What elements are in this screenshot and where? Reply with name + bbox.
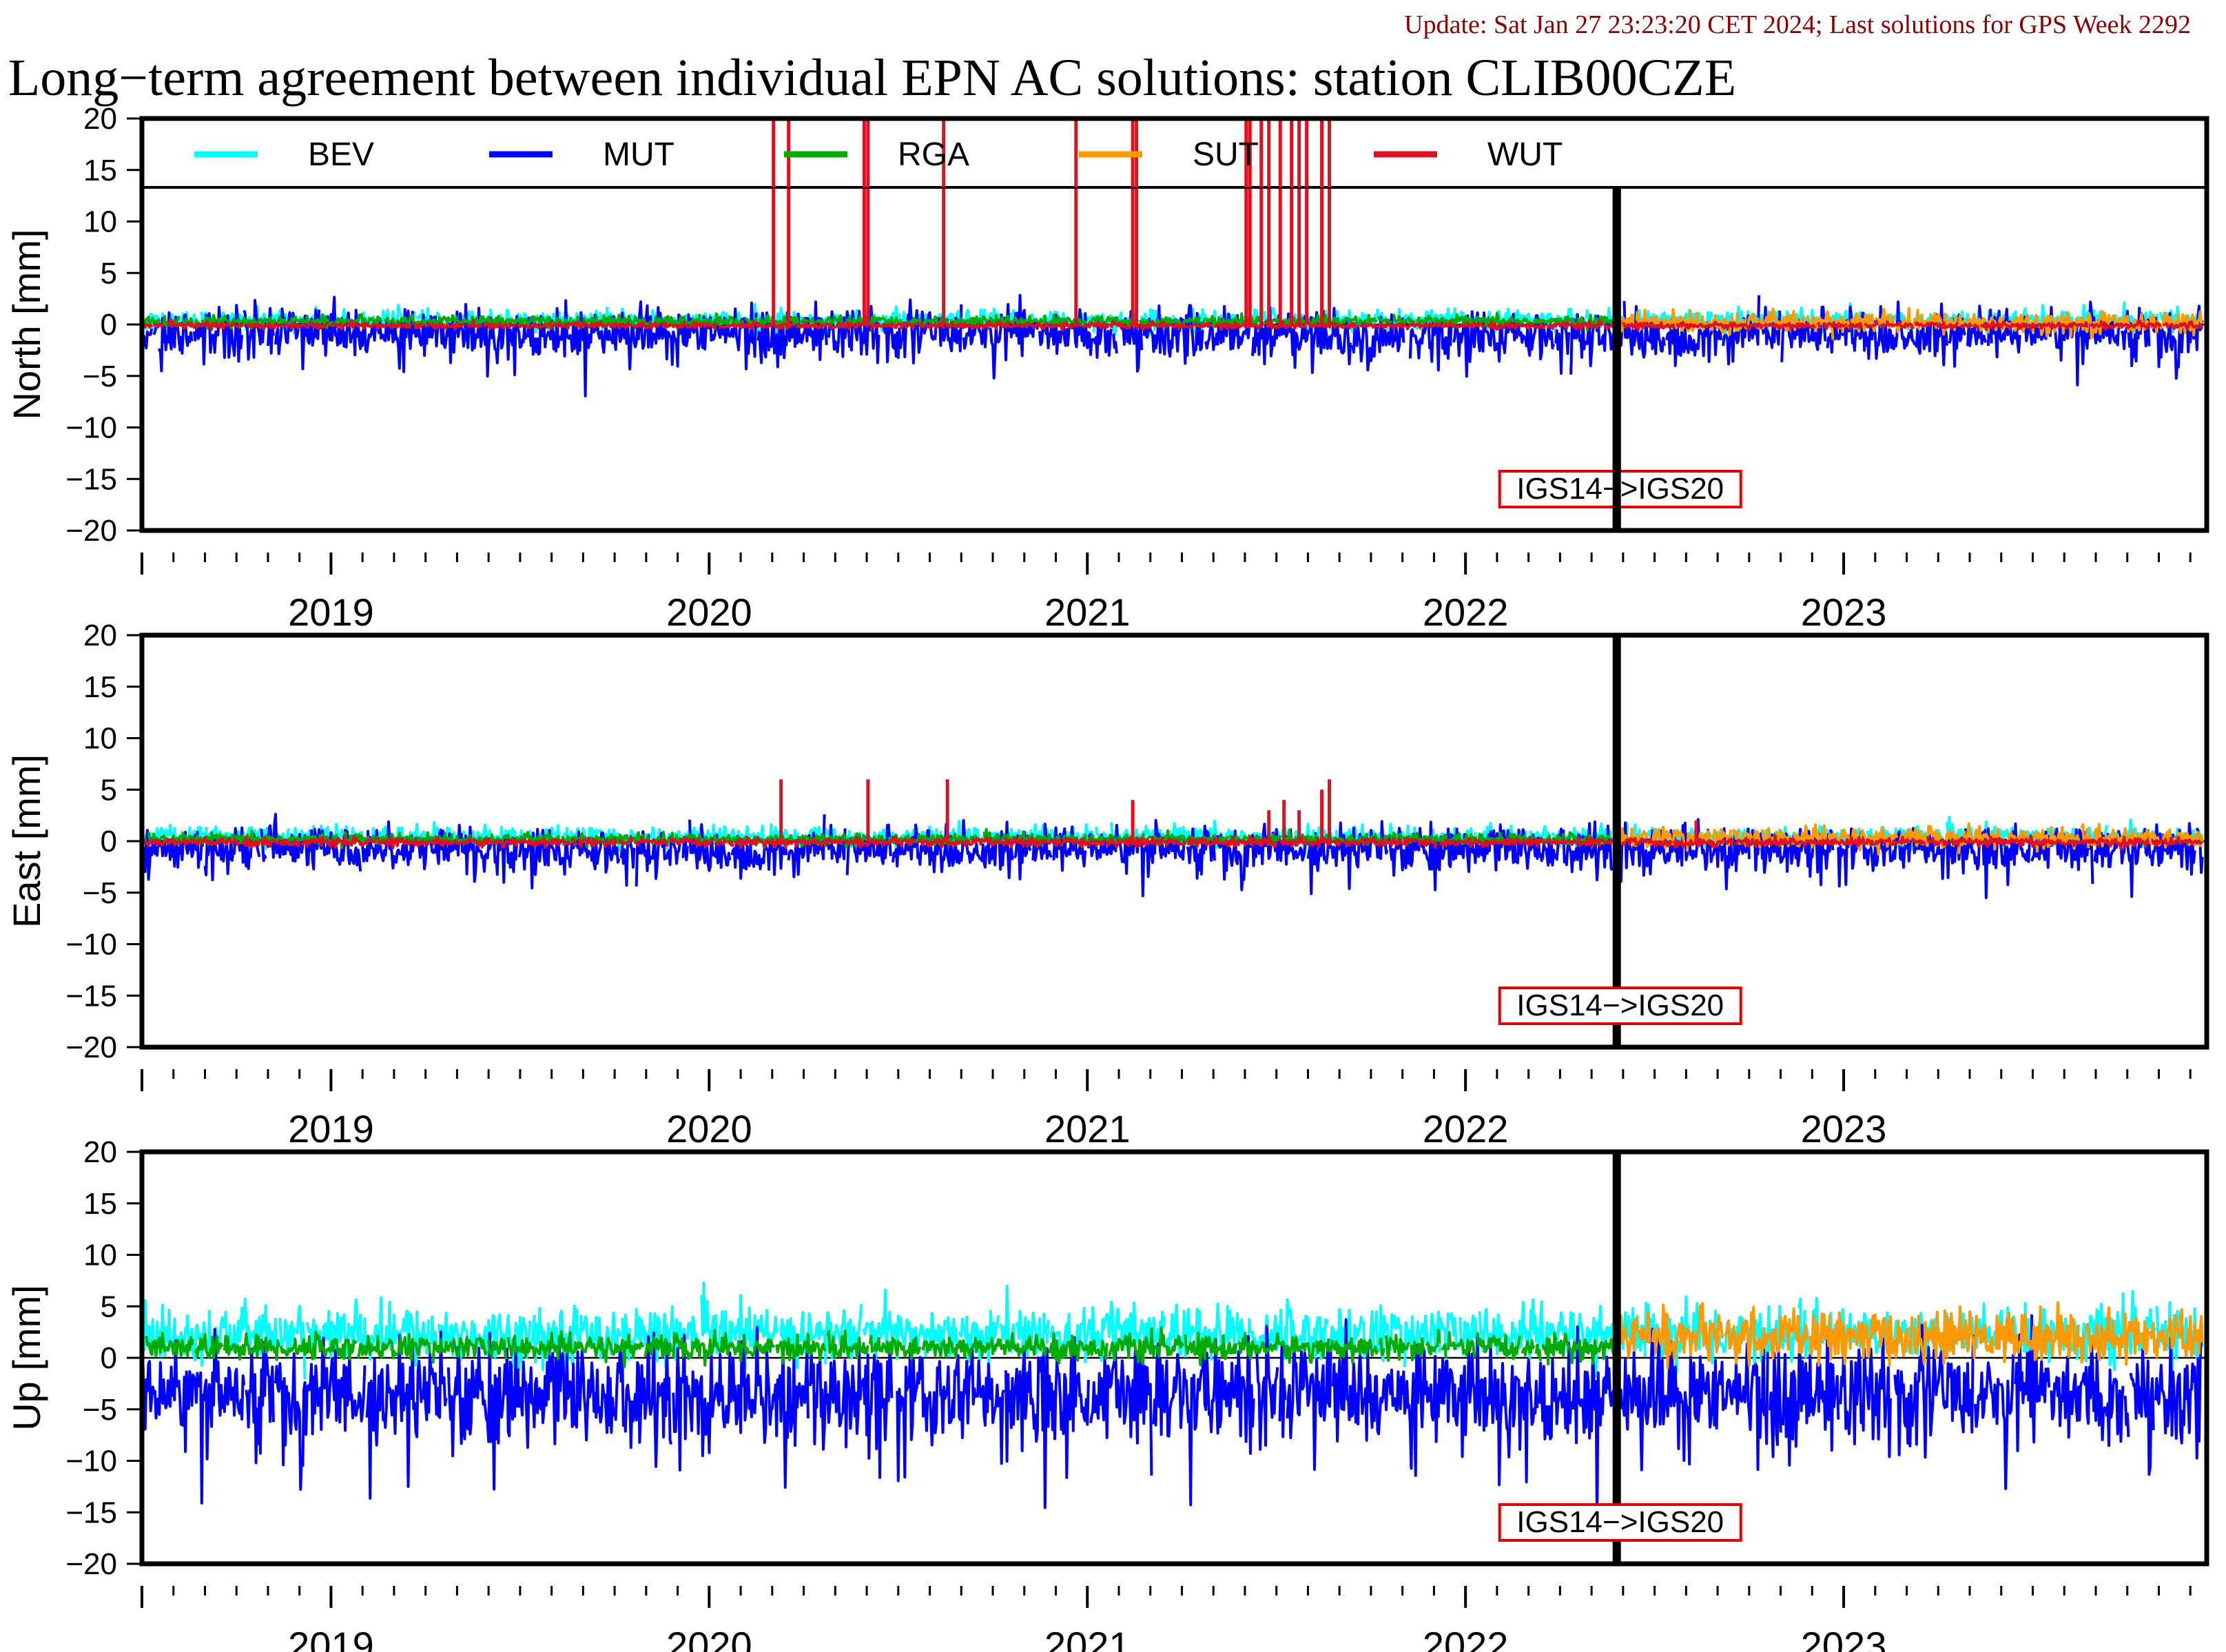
y-axis-label: Up [mm] xyxy=(5,1285,48,1431)
year-label: 2022 xyxy=(1423,1107,1509,1150)
y-tick-label: 10 xyxy=(83,205,117,239)
series-mut xyxy=(142,813,2204,900)
y-tick-label: 20 xyxy=(83,102,117,136)
frame-change-label: IGS14−>IGS20 xyxy=(1516,1505,1724,1539)
year-label: 2019 xyxy=(288,1624,374,1652)
y-tick-label: 15 xyxy=(83,1187,117,1221)
year-label: 2021 xyxy=(1044,1624,1131,1652)
year-label: 2023 xyxy=(1801,590,1887,634)
y-axis-label: East [mm] xyxy=(5,754,48,928)
y-tick-label: −10 xyxy=(65,928,117,962)
series-wut xyxy=(142,834,2204,851)
year-label: 2020 xyxy=(666,1624,752,1652)
update-timestamp: Update: Sat Jan 27 23:23:20 CET 2024; La… xyxy=(1404,10,2191,39)
legend-box xyxy=(141,117,2208,189)
panels: IGS14−>IGS20 20 15 10 5 0 −5 −10 −15 −20 North [mm… xyxy=(5,102,2209,1652)
y-tick-label: 15 xyxy=(83,154,117,187)
y-tick-label: 15 xyxy=(83,670,117,704)
series-bev xyxy=(142,1281,2204,1380)
y-tick-label: −20 xyxy=(65,514,117,548)
chart-title: Long−term agreement between individual E… xyxy=(8,49,1736,107)
y-tick-label: −10 xyxy=(65,411,117,445)
legend-label-mut: MUT xyxy=(603,136,674,173)
y-tick-label: 0 xyxy=(101,825,117,858)
year-label: 2023 xyxy=(1801,1107,1887,1150)
y-tick-label: −20 xyxy=(65,1547,117,1581)
frame-change-label: IGS14−>IGS20 xyxy=(1516,989,1724,1022)
y-tick-label: −5 xyxy=(83,360,117,393)
plot-frame xyxy=(139,116,2209,533)
series-wut xyxy=(142,318,2204,332)
year-label: 2019 xyxy=(288,1107,374,1150)
year-label: 2020 xyxy=(666,1107,752,1150)
year-label: 2021 xyxy=(1044,1107,1131,1150)
y-tick-label: 0 xyxy=(101,1341,117,1375)
legend-label-rga: RGA xyxy=(898,136,969,173)
legend-label-bev: BEV xyxy=(308,136,374,173)
y-tick-label: −15 xyxy=(65,1496,117,1529)
y-tick-label: 10 xyxy=(83,1239,117,1272)
y-tick-label: 0 xyxy=(101,308,117,342)
legend-label-sut: SUT xyxy=(1193,136,1259,173)
y-tick-label: −10 xyxy=(65,1445,117,1478)
frame-change-label-box xyxy=(1498,987,1742,1025)
year-label: 2019 xyxy=(288,590,374,634)
y-tick-label: −5 xyxy=(83,876,117,910)
series-mut xyxy=(142,293,2204,397)
legend-label-wut: WUT xyxy=(1487,136,1563,173)
series-group xyxy=(142,779,2204,900)
frame-change-label-box xyxy=(1498,1503,1742,1542)
y-tick-label: 5 xyxy=(101,773,117,807)
legend-spikes xyxy=(772,118,1332,187)
y-tick-label: −20 xyxy=(65,1031,117,1064)
panel-up: IGS14−>IGS20 20 15 10 5 0 −5 −10 −15 −20 Up [mm] 20… xyxy=(5,1135,2209,1652)
y-tick-label: −15 xyxy=(65,979,117,1013)
series-group xyxy=(142,1281,2204,1528)
panel-east: IGS14−>IGS20 20 15 10 5 0 −5 −10 −15 −20 East [mm]… xyxy=(5,619,2209,1150)
y-tick-label: 10 xyxy=(83,722,117,756)
year-label: 2022 xyxy=(1423,590,1509,634)
year-label: 2020 xyxy=(666,590,752,634)
y-tick-label: 20 xyxy=(83,619,117,652)
y-tick-label: −15 xyxy=(65,462,117,496)
series-sut xyxy=(1616,1301,2204,1370)
y-tick-label: 5 xyxy=(101,256,117,290)
y-tick-label: −5 xyxy=(83,1393,117,1427)
y-axis-label: North [mm] xyxy=(5,229,48,420)
year-label: 2023 xyxy=(1801,1624,1887,1652)
y-tick-label: 20 xyxy=(83,1135,117,1169)
series-sut xyxy=(1617,822,2204,856)
y-tick-label: 5 xyxy=(101,1290,117,1323)
year-label: 2022 xyxy=(1423,1624,1509,1652)
year-label: 2021 xyxy=(1044,590,1131,634)
